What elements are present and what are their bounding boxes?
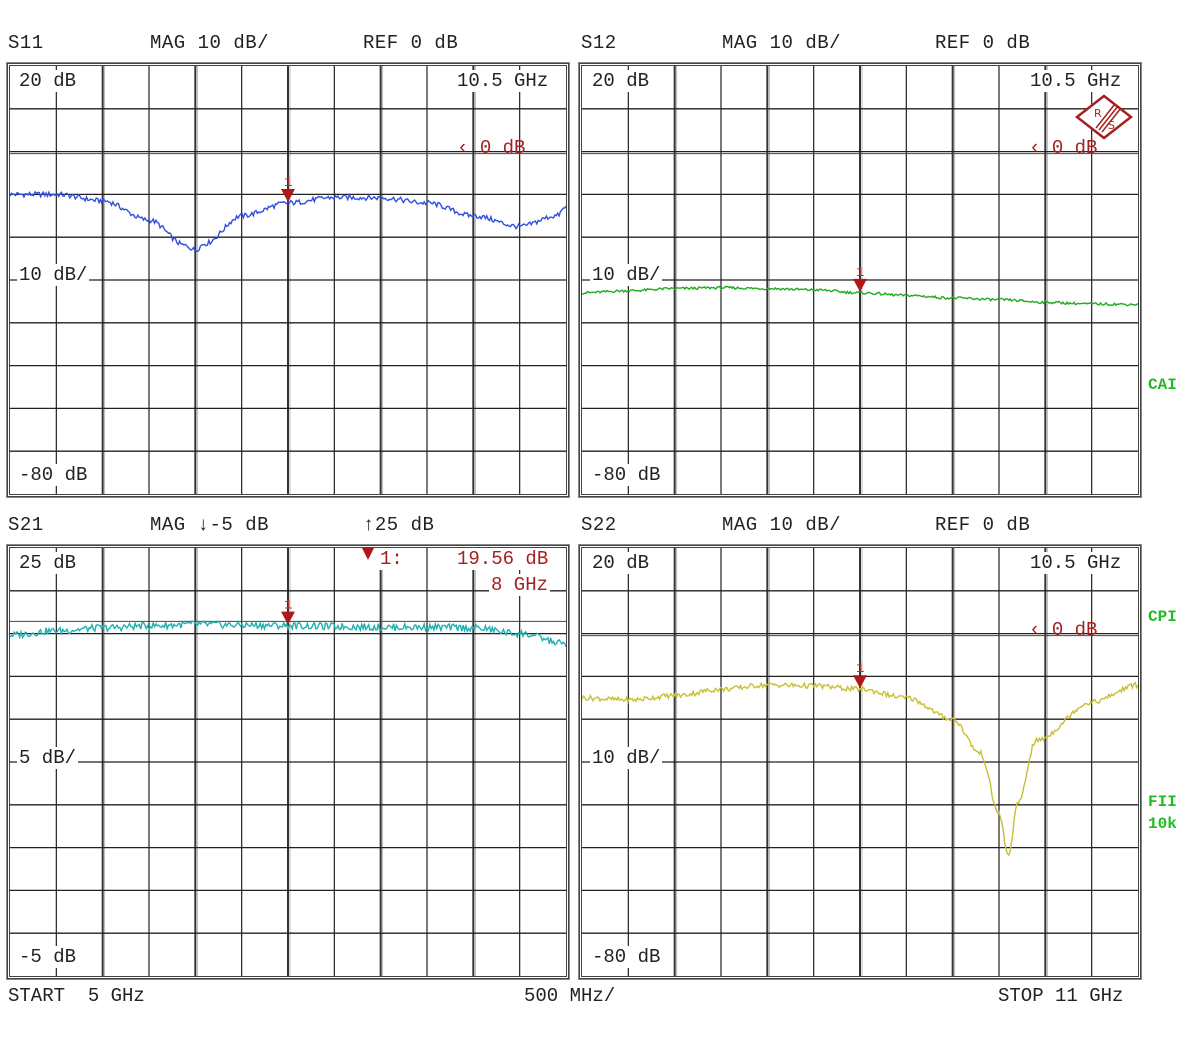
s12-param-label: S12 (581, 32, 617, 54)
s22-ref-marker: ‹ 0 dB (1029, 619, 1098, 641)
s11-grid: 1 (10, 66, 566, 494)
s22-bottom-label: -80 dB (590, 946, 663, 968)
s21-bottom-label: -5 dB (17, 946, 79, 968)
s22-freq-label: 10.5 GHz (1028, 552, 1124, 574)
s12-ref-label: REF 0 dB (935, 32, 1031, 54)
s21-format-label: MAG ↓-5 dB (150, 514, 270, 536)
s21-marker-readout-label: 1: (378, 548, 405, 570)
ref-arrow-icon: ‹ (1029, 137, 1041, 159)
s21-ref-label: ↑25 dB (363, 514, 435, 536)
s11-freq-label: 10.5 GHz (455, 70, 551, 92)
s11-plot[interactable]: 1 (6, 62, 570, 498)
ref-arrow-icon: ‹ (1029, 619, 1041, 641)
s22-ref-label: REF 0 dB (935, 514, 1031, 536)
s11-bottom-label: -80 dB (17, 464, 90, 486)
s21-plot[interactable]: 1 (6, 544, 570, 980)
marker-triangle-icon (281, 188, 295, 202)
s22-top-label: 20 dB (590, 552, 652, 574)
s11-scale-label: 10 dB/ (17, 264, 90, 286)
s12-top-label: 20 dB (590, 70, 652, 92)
s11-format-label: MAG 10 dB/ (150, 32, 270, 54)
s12-ref-marker: ‹ 0 dB (1029, 137, 1098, 159)
rohde-schwarz-logo-icon: R S (1074, 94, 1134, 140)
s12-bottom-label: -80 dB (590, 464, 663, 486)
ref-arrow-icon: ‹ (457, 137, 469, 159)
svg-text:1: 1 (284, 175, 292, 191)
s11-ref-marker: ‹ 0 dB (457, 137, 526, 159)
s21-marker-readout-value: 19.56 dB (455, 548, 551, 570)
s22-scale-label: 10 dB/ (590, 747, 663, 769)
s22-format-label: MAG 10 dB/ (722, 514, 842, 536)
s21-param-label: S21 (8, 514, 44, 536)
s12-grid: 1 (582, 66, 1138, 494)
s11-ref-label: REF 0 dB (363, 32, 459, 54)
start-frequency-label: START 5 GHz (8, 985, 145, 1007)
svg-text:1: 1 (856, 265, 864, 281)
s21-top-label: 25 dB (17, 552, 79, 574)
svg-text:R: R (1094, 107, 1102, 120)
s12-format-label: MAG 10 dB/ (722, 32, 842, 54)
stop-frequency-label: STOP 11 GHz (998, 985, 1124, 1007)
s11-param-label: S11 (8, 32, 44, 54)
s22-plot[interactable]: 1 (578, 544, 1142, 980)
s12-plot[interactable]: 1 (578, 62, 1142, 498)
s21-grid: 1 (10, 548, 566, 976)
svg-text:S: S (1108, 119, 1115, 132)
span-per-div-label: 500 MHz/ (524, 985, 616, 1007)
s12-freq-label: 10.5 GHz (1028, 70, 1124, 92)
svg-text:1: 1 (284, 598, 292, 614)
marker-triangle-icon (281, 611, 295, 625)
svg-text:1: 1 (856, 661, 864, 677)
s21-scale-label: 5 dB/ (17, 747, 79, 769)
s22-param-label: S22 (581, 514, 617, 536)
s21-marker-readout-freq: 8 GHz (489, 574, 551, 596)
marker-triangle-icon (853, 675, 867, 689)
ifbw-status-label: 10k (1148, 815, 1177, 833)
s11-top-label: 20 dB (17, 70, 79, 92)
s22-grid: 1 (582, 548, 1138, 976)
cal-status-label: CAI (1148, 376, 1177, 394)
s12-scale-label: 10 dB/ (590, 264, 663, 286)
coupling-status-label: CPI (1148, 608, 1177, 626)
marker-readout-icon (362, 548, 374, 560)
marker-triangle-icon (853, 278, 867, 292)
filter-status-label: FII (1148, 793, 1177, 811)
